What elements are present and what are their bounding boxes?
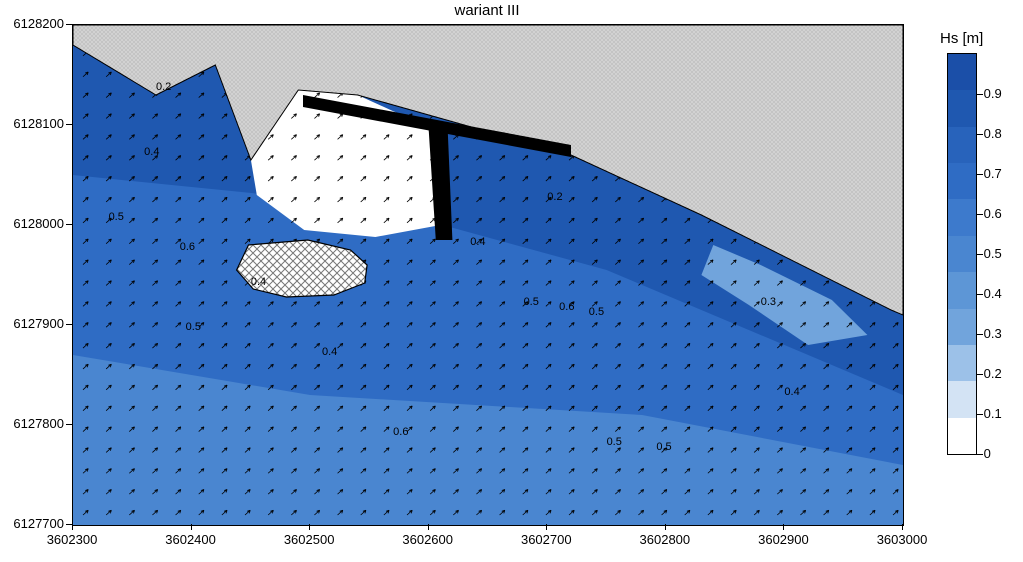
svg-text:0.4: 0.4 [470,236,485,248]
svg-text:0.2: 0.2 [547,191,562,203]
svg-text:0.5: 0.5 [186,321,201,333]
colorbar-bar: 00.10.20.30.40.50.60.70.80.9 [947,53,977,455]
svg-text:0.5: 0.5 [524,296,539,308]
plot-area: 0.5 0.4 0.2 0.6 0.4 0.5 0.4 0.6 0.4 0.2 0.5 0.6 0.5 0… [72,24,904,526]
svg-text:0.5: 0.5 [656,441,671,453]
plot-svg: 0.5 0.4 0.2 0.6 0.4 0.5 0.4 0.6 0.4 0.2 0.5 0.6 0.5 0… [73,25,903,525]
svg-text:0.6: 0.6 [180,241,195,253]
svg-text:0.4: 0.4 [144,146,159,158]
svg-text:0.2: 0.2 [156,81,171,93]
svg-text:0.6: 0.6 [393,426,408,438]
svg-text:0.3: 0.3 [761,296,776,308]
svg-text:0.6: 0.6 [559,301,574,313]
colorbar: Hs [m] 00.10.20.30.40.50.60.70.80.9 [940,30,983,455]
figure-root: wariant III 0.50.40.20.60.40.50.40.60.40… [0,0,1023,562]
chart-title: wariant III [72,2,902,19]
svg-text:0.4: 0.4 [322,346,337,358]
svg-text:0.4: 0.4 [784,386,799,398]
svg-text:0.5: 0.5 [589,306,604,318]
svg-text:0.5: 0.5 [109,211,124,223]
svg-text:0.4: 0.4 [251,276,266,288]
colorbar-title: Hs [m] [940,30,983,47]
svg-text:0.5: 0.5 [607,436,622,448]
